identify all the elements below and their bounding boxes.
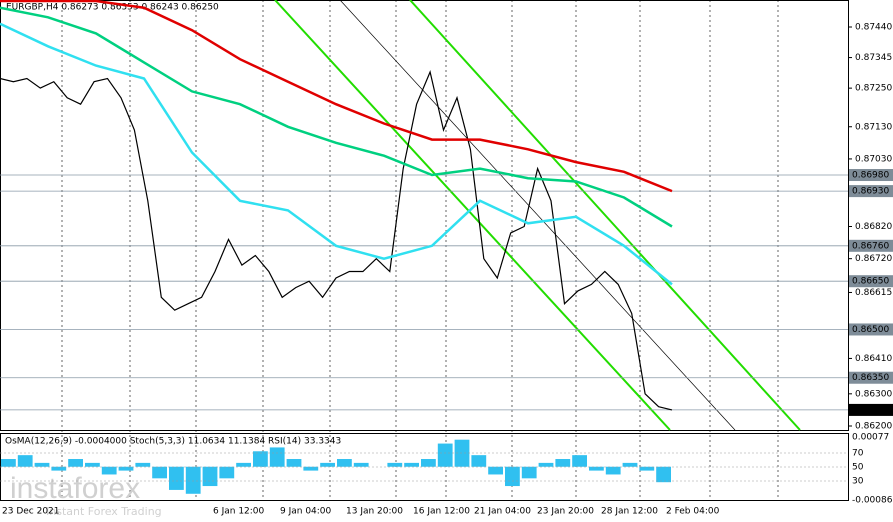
osma-bar	[505, 466, 520, 487]
level-tag	[849, 169, 893, 182]
osma-bar	[185, 466, 201, 494]
osma-bar	[135, 462, 151, 467]
osma-bar	[437, 443, 453, 467]
osma-bar	[101, 466, 117, 475]
level-label: 0.86760	[852, 241, 889, 251]
level-tag	[849, 371, 893, 384]
osma-bar	[85, 462, 100, 467]
osma-bar	[202, 466, 218, 487]
y-tick-label: 0.87345	[855, 53, 892, 63]
level-tag	[849, 275, 893, 288]
osma-bar	[656, 466, 671, 483]
watermark: instaforex	[10, 472, 140, 505]
osma-tick-label: 0.00077	[852, 433, 889, 443]
osma-bar	[236, 462, 251, 467]
level-label: 0.86980	[852, 171, 889, 181]
stoch-tick-label: 50	[852, 463, 864, 473]
y-tick-label: 0.87030	[855, 154, 892, 164]
osma-bar	[488, 466, 503, 475]
osma-bar	[34, 462, 50, 467]
series-line	[0, 6, 673, 228]
osma-bar	[589, 466, 604, 471]
watermark-sub: Instant Forex Trading	[46, 505, 162, 518]
price-frame	[0, 0, 849, 431]
level-label: 0.86650	[852, 277, 889, 287]
y-tick-label: 0.86300	[855, 389, 892, 399]
osma-bar	[320, 462, 335, 467]
x-tick-label: 16 Jan 12:00	[413, 507, 470, 517]
chart-title: EURGBP,H4 0.86273 0.86353 0.86243 0.8625…	[6, 3, 219, 13]
series-line	[0, 22, 673, 286]
osma-bar	[68, 459, 83, 467]
osma-bar	[605, 466, 621, 475]
osma-bar	[51, 466, 67, 471]
osma-bar	[471, 455, 487, 467]
level-tag	[849, 403, 893, 416]
osma-bar	[538, 462, 554, 467]
x-tick-label: 6 Jan 12:00	[213, 507, 265, 517]
level-tag	[849, 239, 893, 252]
level-tag	[849, 185, 893, 198]
osma-bar	[1, 459, 16, 467]
osma-tick-label: -0.000861	[852, 496, 893, 506]
y-tick-label: 0.86200	[855, 422, 892, 432]
level-label: 0.86350	[852, 373, 889, 383]
y-tick-label: 0.86410	[855, 354, 892, 364]
osma-bar	[353, 462, 369, 467]
x-tick-label: 23 Dec 2021	[2, 507, 60, 517]
y-tick-label: 0.86615	[855, 288, 892, 298]
y-tick-label: 0.86820	[855, 222, 892, 232]
osma-bar	[169, 466, 184, 490]
level-label: 0.86930	[852, 187, 889, 197]
vertical-grid	[61, 0, 779, 500]
x-tick-label: 2 Feb 04:00	[666, 507, 720, 517]
osma-bar	[639, 466, 655, 471]
osma-bar	[421, 459, 436, 467]
y-tick-label: 0.87440	[855, 23, 892, 33]
stoch-tick-label: 70	[852, 449, 864, 459]
osma-bar	[521, 466, 537, 479]
x-tick-label: 23 Jan 20:00	[537, 507, 594, 517]
osma-bar	[303, 466, 319, 471]
osma-bar	[387, 462, 403, 467]
y-tick-label: 0.87130	[855, 122, 892, 132]
osma-bar	[253, 451, 268, 467]
y-tick-label: 0.86720	[855, 254, 892, 264]
osma-bar	[572, 455, 587, 467]
osma-bar	[269, 447, 285, 467]
osma-bar	[404, 462, 419, 467]
x-tick-label: 21 Jan 04:00	[474, 507, 531, 517]
osma-bar	[286, 459, 302, 467]
osma-bar	[17, 455, 33, 467]
x-tick-label: 28 Jan 12:00	[601, 507, 658, 517]
series-line	[0, 70, 673, 411]
osma-bar	[152, 466, 167, 479]
osma-bar	[118, 466, 134, 471]
trend-lines	[274, 0, 801, 431]
osma-bar	[337, 459, 352, 467]
x-tick-label: 9 Jan 04:00	[280, 507, 332, 517]
series-line	[0, 0, 673, 193]
indicator-title: OsMA(12,26,9) -0.0004000 Stoch(5,3,3) 11…	[5, 437, 341, 447]
stoch-tick-label: 30	[852, 477, 864, 487]
level-label: 0.86250	[852, 405, 889, 415]
level-tag	[849, 323, 893, 336]
y-tick-label: 0.87250	[855, 84, 892, 94]
x-tick-label: 13 Jan 20:00	[346, 507, 403, 517]
level-label: 0.86500	[852, 325, 889, 335]
osma-bar	[219, 466, 235, 479]
osma-bar	[555, 459, 571, 467]
osma-bar	[622, 462, 638, 467]
